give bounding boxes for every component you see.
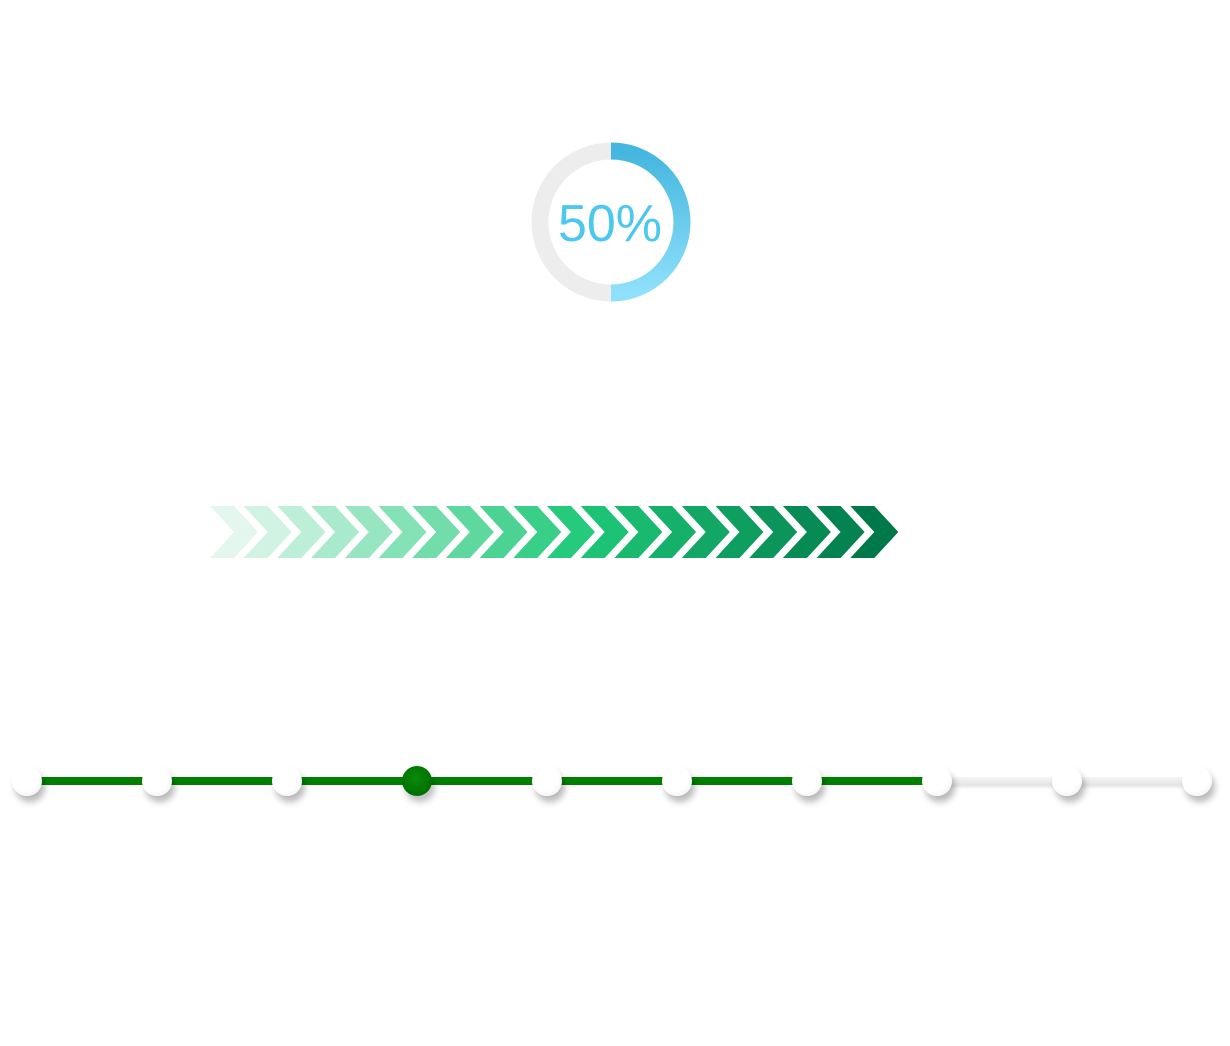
chevron-segment [311, 506, 360, 558]
chevron-segment [277, 506, 326, 558]
chevron-segment [344, 506, 393, 558]
chevron-segment [715, 506, 764, 558]
chevron-segment [648, 506, 697, 558]
step-dot[interactable] [1182, 766, 1212, 796]
circular-progress-ring [531, 140, 694, 304]
chevron-segment [681, 506, 730, 558]
chevron-segment [850, 506, 899, 558]
step-dot[interactable] [662, 766, 692, 796]
step-dot[interactable] [1052, 766, 1082, 796]
circular-progress-clip [691, 140, 694, 304]
circular-progress: 50% [530, 140, 694, 304]
step-track-completed [27, 777, 937, 785]
chevron-segment [210, 506, 258, 558]
chevron-segment [513, 506, 562, 558]
circular-progress-fill [610, 142, 691, 302]
step-dot[interactable] [272, 766, 302, 796]
step-dot-active[interactable] [402, 766, 432, 796]
step-dot[interactable] [12, 766, 42, 796]
chevron-segment [749, 506, 798, 558]
step-dot[interactable] [792, 766, 822, 796]
step-dot[interactable] [142, 766, 172, 796]
chevron-segment [580, 506, 629, 558]
chevron-segment [816, 506, 865, 558]
chevron-segment [412, 506, 461, 558]
chevron-segment [547, 506, 595, 558]
chevron-segment [479, 506, 528, 558]
step-progress-slider[interactable] [0, 750, 1230, 820]
chevron-segment [782, 506, 831, 558]
chevron-progress-graphic [210, 506, 899, 558]
circular-progress-label: 50% [557, 195, 663, 253]
chevron-progress-bar [208, 506, 908, 558]
step-dot[interactable] [922, 766, 952, 796]
chevron-segment [445, 506, 494, 558]
step-dot[interactable] [532, 766, 562, 796]
chevron-segment [378, 506, 427, 558]
chevron-segment [614, 506, 663, 558]
